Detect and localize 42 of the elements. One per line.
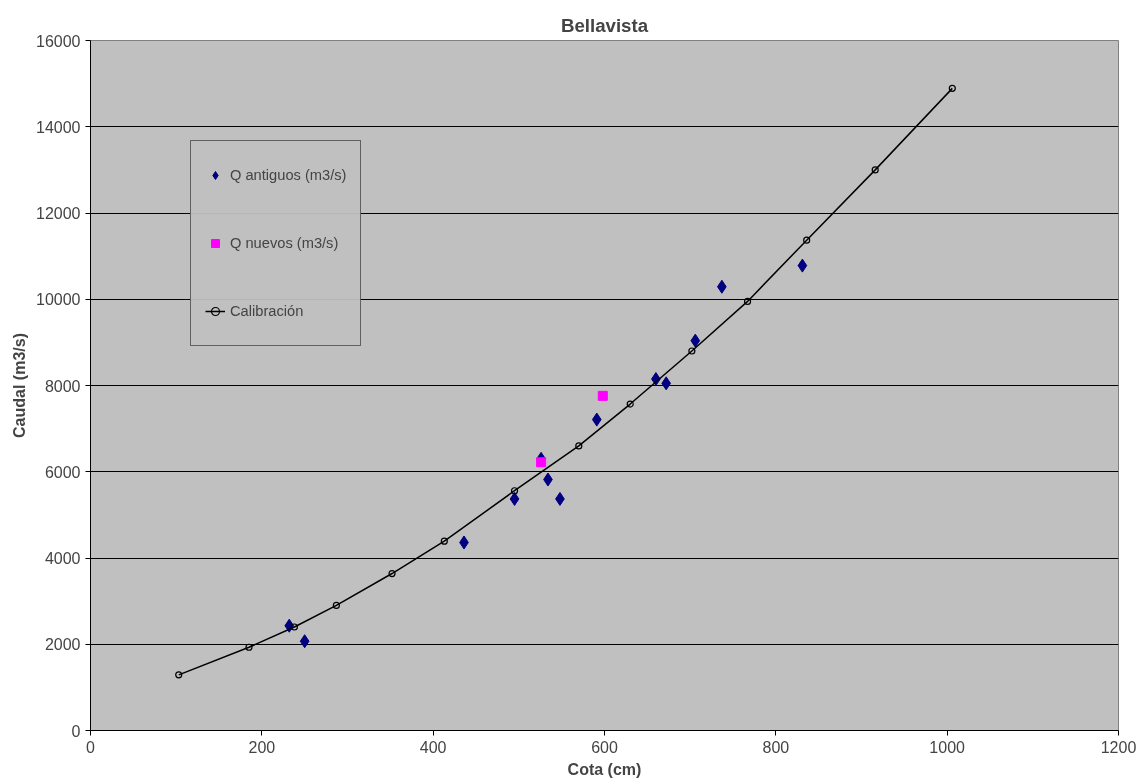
chart-title: Bellavista	[560, 14, 649, 36]
point	[743, 297, 752, 305]
x-tick-label: 600	[591, 738, 618, 756]
point	[871, 166, 879, 174]
x-axis-title: Cota (cm)	[567, 760, 642, 778]
point	[509, 491, 520, 506]
y-tick-label: 12000	[36, 205, 81, 222]
point	[690, 333, 701, 348]
point	[290, 623, 298, 631]
point	[797, 258, 808, 273]
legend-label: Q nuevos (m3/s)	[230, 234, 339, 253]
legend-label: Q antiguos (m3/s)	[230, 166, 347, 185]
y-axis-title: Caudal (m3/s)	[11, 333, 29, 438]
x-tick-label: 200	[248, 738, 276, 756]
point	[388, 569, 396, 578]
point	[536, 457, 547, 468]
point	[575, 442, 583, 450]
x-tick-label: 800	[762, 738, 790, 756]
point	[597, 390, 608, 401]
y-tick-label: 4000	[44, 550, 81, 567]
point	[688, 347, 696, 355]
x-tick-label: 1000	[929, 738, 966, 756]
point	[803, 236, 811, 244]
y-tick-label: 10000	[36, 291, 81, 309]
point	[626, 400, 634, 408]
y-tick-label: 14000	[36, 118, 81, 136]
y-tick-label: 8000	[44, 377, 81, 395]
x-tick-label: 0	[86, 738, 96, 756]
point	[510, 487, 519, 495]
legend-label: Calibración	[230, 302, 304, 321]
point	[332, 601, 340, 610]
point	[661, 376, 672, 391]
y-tick-label: 16000	[36, 32, 81, 50]
y-tick-label: 6000	[44, 463, 81, 481]
point	[591, 412, 602, 427]
y-tick-label: 0	[71, 722, 81, 740]
point	[299, 634, 310, 649]
point	[245, 643, 253, 651]
x-tick-label: 400	[419, 738, 447, 756]
point	[440, 537, 448, 545]
x-tick-label: 1200	[1100, 738, 1137, 756]
y-tick-label: 2000	[44, 636, 81, 654]
